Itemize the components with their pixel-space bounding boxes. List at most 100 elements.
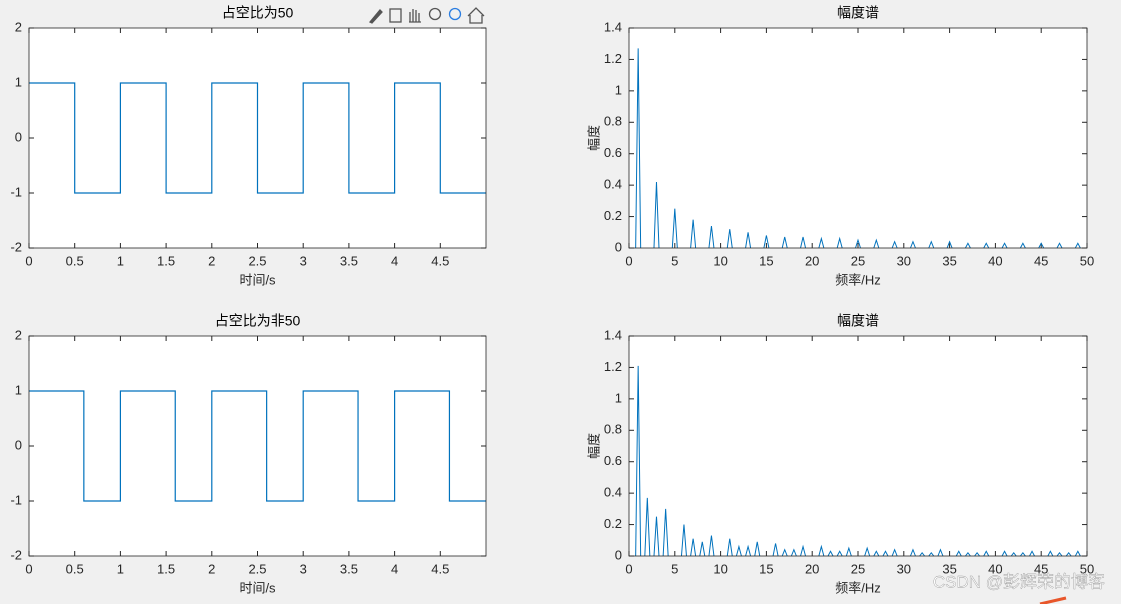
x-tick-label: 20 [805,253,819,268]
spectrum-peak [836,550,843,557]
y-tick-label: 0.2 [604,516,622,531]
spectrum-peak [662,508,669,557]
x-tick-label: 1.5 [157,253,175,268]
x-tick-label: 3.5 [340,561,358,576]
toolbar-icon[interactable] [368,9,383,24]
spectrum-peak [726,229,733,249]
y-tick-label: 1.4 [604,327,622,342]
spectrum-peak [1038,242,1045,249]
y-tick-label: 0.4 [604,177,622,192]
toolbar-icon[interactable] [389,8,402,23]
spectrum-peak [726,538,733,557]
spectrum-peak [864,546,871,557]
toolbar-icon[interactable] [467,7,485,24]
y-axis-label: 幅度 [0,433,1,459]
y-tick-label: -1 [10,184,22,199]
x-tick-label: 4.5 [431,253,449,268]
y-tick-label: 0.4 [604,485,622,500]
spectrum-peak [653,516,660,557]
x-tick-label: 2 [208,253,215,268]
spectrum-peak [708,535,715,557]
y-tick-label: 2 [15,327,22,342]
spectrum-peak [928,240,935,249]
spectrum-peak [827,550,834,557]
spectrum-peak [891,240,898,249]
spectrum-peak [983,242,990,249]
y-tick-label: 1 [615,390,622,405]
spectrum-peak [735,544,742,557]
spectrum-peak [1029,550,1035,557]
spectrum-peak [974,552,980,557]
spectrum-peak [635,365,642,557]
x-tick-label: 50 [1080,253,1094,268]
x-tick-label: 45 [1034,253,1048,268]
y-tick-label: 1 [615,82,622,97]
x-tick-label: 0 [25,253,32,268]
y-tick-label: 0.2 [604,208,622,223]
spectrum-peak [818,236,825,249]
y-tick-label: 0.8 [604,422,622,437]
corner-mark [1039,596,1067,604]
x-tick-label: 15 [759,561,773,576]
spectrum-peak [855,238,861,249]
spectrum-peak [781,236,788,249]
spectrum-peak [754,541,761,557]
spectrum-peak [964,242,971,249]
signal-line [29,82,486,194]
x-tick-label: 20 [805,561,819,576]
x-tick-label: 5 [671,561,678,576]
x-tick-label: 0.5 [66,561,84,576]
spectrum-peak [635,48,642,249]
x-axis-label: 频率/Hz [835,580,881,595]
toolbar-icon[interactable] [448,7,462,21]
y-tick-label: 0 [15,129,22,144]
x-tick-label: 3.5 [340,253,358,268]
x-tick-label: 1 [117,561,124,576]
y-tick-label: 1 [15,382,22,397]
axes: 占空比为50 时间/s 幅度 0 0.5 1 1.5 2 2.5 3 3.5 4 4.5 -2 -1 0 1 2 [0,5,487,287]
plot-area [629,336,1087,556]
spectrum-peak [1065,552,1072,557]
x-tick-label: 10 [713,561,727,576]
spectrum-peak [873,550,880,557]
toolbar [368,7,485,24]
y-tick-label: 0.8 [604,114,622,129]
spectrum-peak [781,548,788,557]
spectrum-peak [800,236,807,249]
x-tick-label: 40 [988,253,1002,268]
y-tick-label: 0.6 [604,145,622,160]
toolbar-icon[interactable] [409,9,421,23]
x-tick-label: 4 [391,561,398,576]
plot-area [29,336,486,556]
spectrum-peak [690,538,697,557]
spectrum-peak [745,232,752,249]
x-tick-label: 0.5 [66,253,84,268]
spectrum-peak [1019,242,1026,249]
y-tick-label: 0 [15,437,22,452]
x-tick-label: 30 [897,561,911,576]
signal-line [29,390,486,502]
spectrum-peak [763,235,770,249]
x-tick-label: 10 [713,253,727,268]
y-tick-label: 0.6 [604,453,622,468]
spectrum-peak [1056,242,1063,249]
y-tick-label: 1.2 [604,51,622,66]
spectrum-peak [1001,550,1008,557]
spectrum-peak [1001,242,1008,249]
axes-box [628,335,1088,557]
x-axis-label: 频率/Hz [835,272,881,287]
x-tick-label: 2.5 [248,253,266,268]
chart-title: 幅度谱 [837,5,879,21]
spectrum-peak [745,544,752,557]
axes-box [628,27,1088,249]
toolbar-icon[interactable] [428,7,442,21]
axes-box [28,335,487,557]
spectrum-peak [653,181,660,249]
x-tick-label: 2 [208,561,215,576]
spectrum-peak [690,219,697,249]
x-tick-label: 2.5 [248,561,266,576]
chart-title: 幅度谱 [837,313,879,329]
axes-box [28,27,487,249]
spectrum-peak [909,548,916,557]
axes: 占空比为非50 时间/s 幅度 0 0.5 1 1.5 2 2.5 3 3.5 4 4.5 -2 -1 0 1 2 [0,313,487,595]
